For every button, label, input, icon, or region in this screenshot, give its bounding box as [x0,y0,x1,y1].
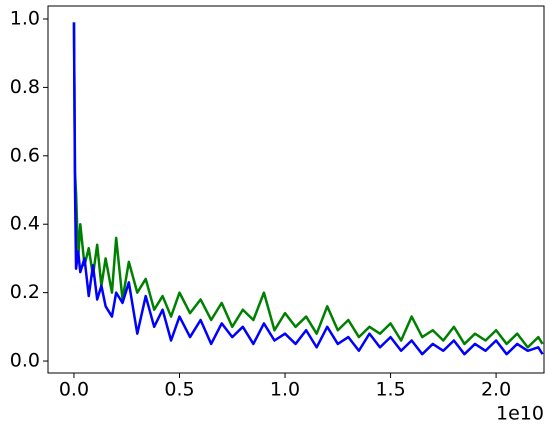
x-tick-label: 1.5 [375,379,405,401]
series-line [72,22,544,356]
x-tick-label: 2.0 [481,379,511,401]
series-line [72,22,544,349]
plot-frame [47,5,545,374]
y-tick-label: 1.0 [10,7,40,29]
x-tick-label: 0.5 [164,379,194,401]
y-tick-label: 0.4 [10,213,40,235]
y-tick-label: 0.6 [10,144,40,166]
x-tick-label: 0.0 [59,379,89,401]
y-tick-label: 0.8 [10,76,40,98]
x-tick-label: 1.0 [270,379,300,401]
y-tick-label: 0.0 [10,350,40,372]
y-tick-label: 0.2 [10,281,40,303]
x-offset-label: 1e10 [496,403,544,425]
